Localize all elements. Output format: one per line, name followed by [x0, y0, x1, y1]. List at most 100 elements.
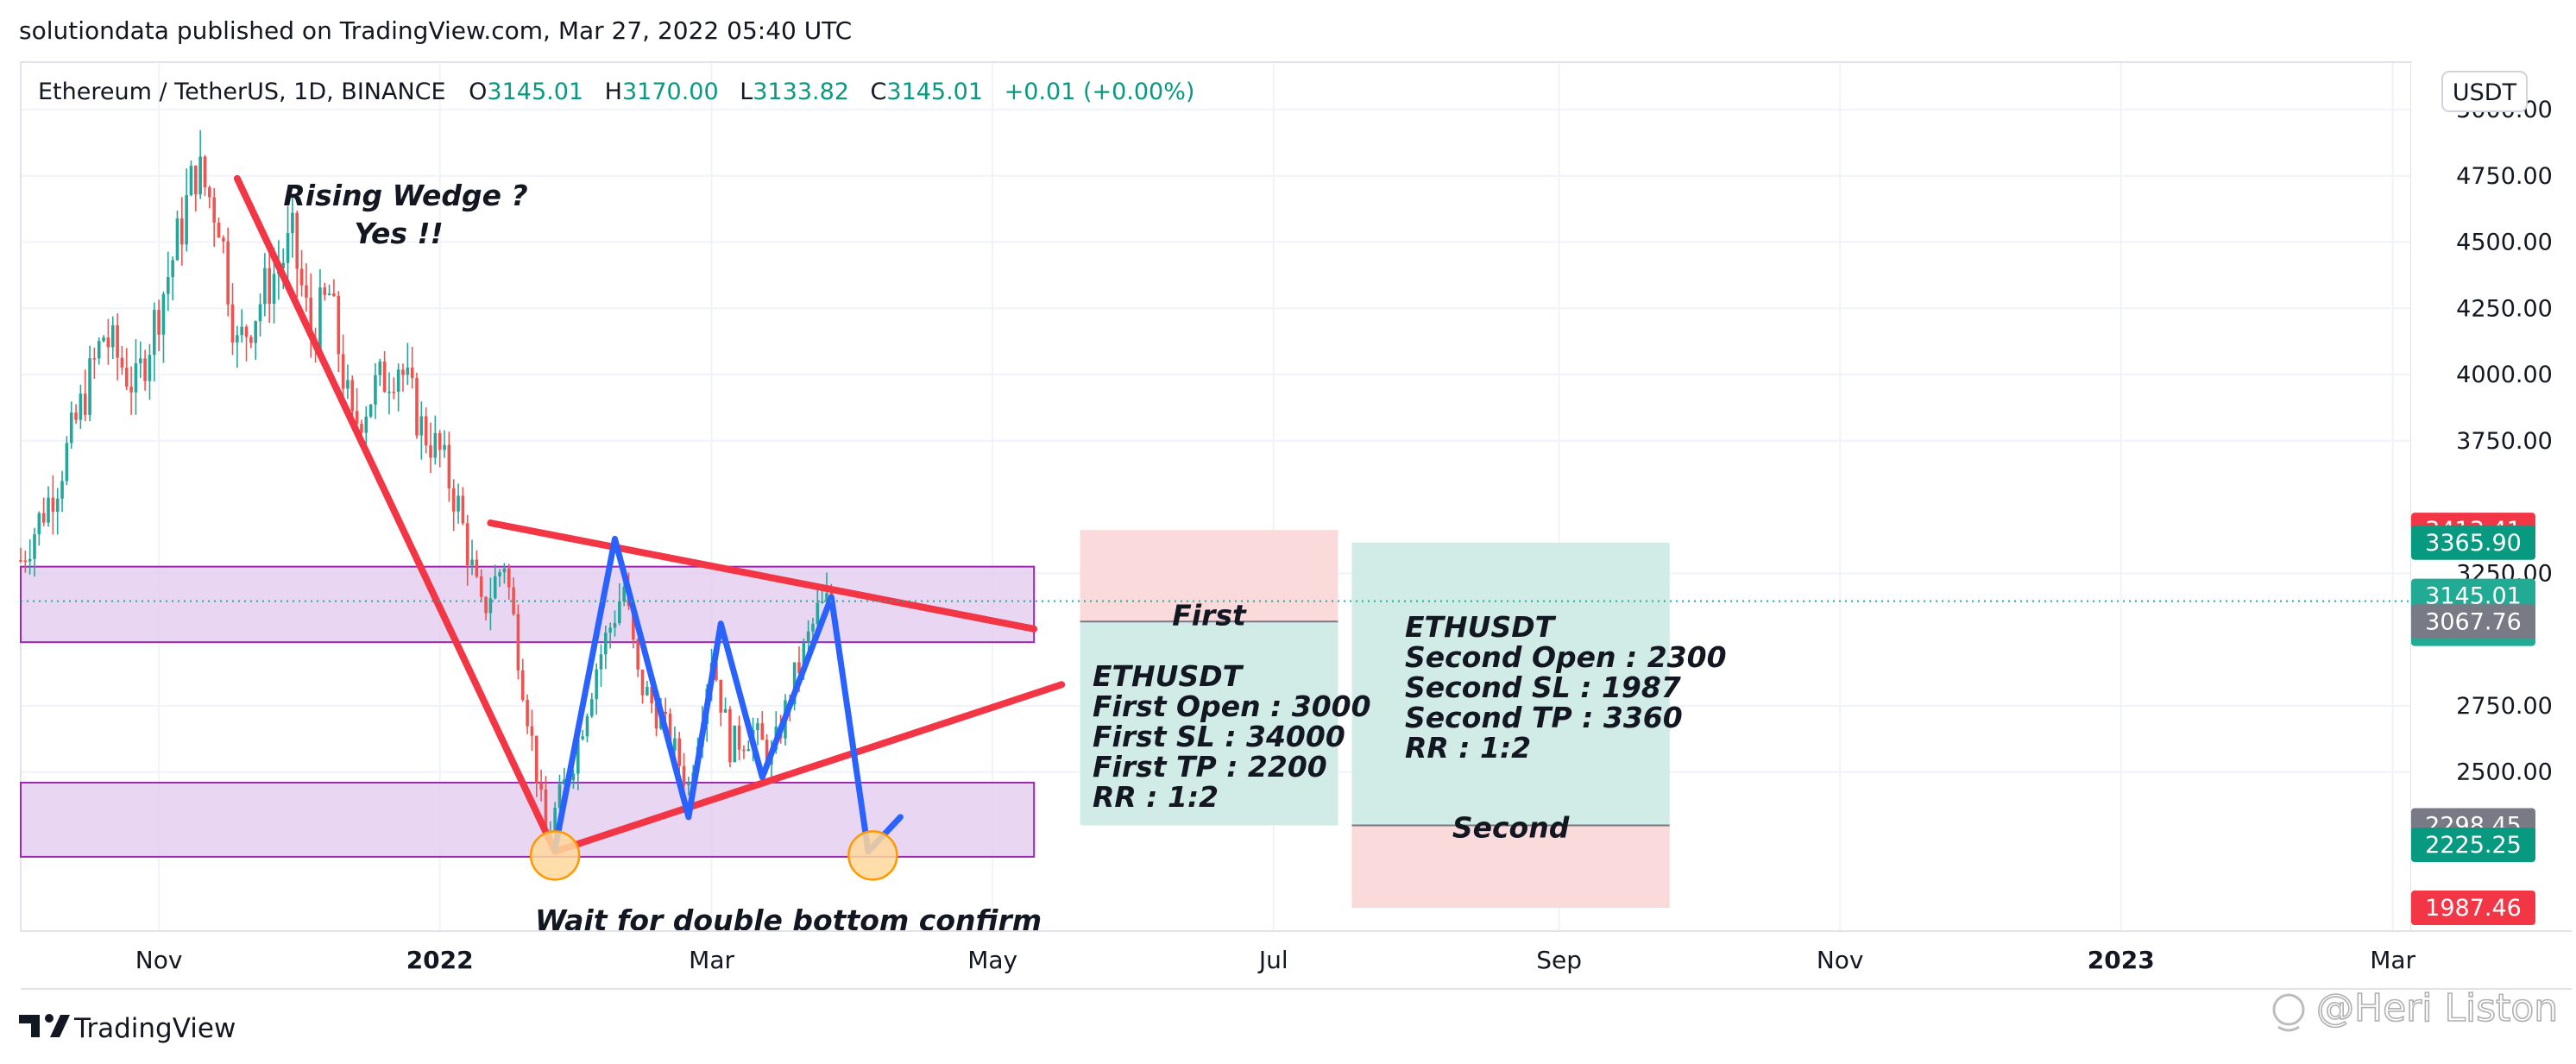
candle-body[interactable]	[526, 700, 529, 727]
candle-body[interactable]	[733, 725, 737, 763]
candle-body[interactable]	[258, 304, 262, 322]
candle-body[interactable]	[443, 444, 446, 450]
candle-body[interactable]	[470, 559, 474, 566]
candle-body[interactable]	[37, 513, 41, 535]
candle-body[interactable]	[608, 627, 612, 633]
candle-body[interactable]	[668, 713, 672, 751]
wedge-trendline[interactable]	[551, 681, 1066, 855]
candle-body[interactable]	[520, 670, 525, 701]
candle-body[interactable]	[636, 639, 639, 670]
candle-body[interactable]	[92, 358, 97, 360]
candle-body[interactable]	[116, 324, 119, 358]
candle-body[interactable]	[475, 559, 479, 577]
candle-body[interactable]	[106, 337, 110, 348]
position-stop-area[interactable]	[1080, 530, 1338, 622]
candle-body[interactable]	[194, 166, 198, 195]
candle-body[interactable]	[185, 195, 188, 245]
candle-body[interactable]	[129, 387, 133, 393]
candle-body[interactable]	[360, 424, 363, 433]
wedge-trendline[interactable]	[233, 174, 559, 855]
candle-body[interactable]	[484, 596, 488, 614]
candle-body[interactable]	[682, 765, 686, 785]
candle-body[interactable]	[479, 576, 483, 597]
candle-body[interactable]	[244, 326, 249, 337]
candle-body[interactable]	[816, 602, 820, 624]
candle-body[interactable]	[355, 411, 359, 425]
candle-body[interactable]	[346, 380, 350, 389]
candle-body[interactable]	[581, 736, 584, 740]
candle-body[interactable]	[88, 358, 91, 415]
candle-body[interactable]	[124, 368, 129, 387]
position-target-area[interactable]	[1351, 542, 1670, 826]
candle-body[interactable]	[55, 498, 60, 512]
zone-rect[interactable]	[20, 565, 1036, 644]
candle-body[interactable]	[622, 586, 626, 601]
candle-body[interactable]	[728, 708, 732, 763]
candle-body[interactable]	[534, 735, 539, 784]
candle-body[interactable]	[341, 354, 345, 389]
candle-body[interactable]	[327, 293, 331, 295]
candle-body[interactable]	[134, 362, 138, 393]
candle-body[interactable]	[368, 404, 373, 417]
candle-body[interactable]	[806, 631, 810, 643]
candle-body[interactable]	[332, 293, 336, 297]
currency-button[interactable]: USDT	[2441, 71, 2528, 112]
candle-body[interactable]	[166, 276, 170, 294]
candle-body[interactable]	[272, 274, 276, 304]
candle-body[interactable]	[236, 335, 239, 343]
candle-body[interactable]	[576, 739, 580, 774]
candle-body[interactable]	[792, 662, 797, 705]
candle-body[interactable]	[157, 310, 161, 335]
candle-body[interactable]	[19, 559, 22, 562]
candle-body[interactable]	[765, 740, 769, 765]
candle-body[interactable]	[756, 723, 759, 730]
candle-body[interactable]	[715, 663, 718, 680]
candle-body[interactable]	[138, 358, 142, 363]
candle-body[interactable]	[180, 218, 184, 245]
candle-body[interactable]	[28, 558, 32, 562]
candle-body[interactable]	[797, 662, 801, 674]
candle-body[interactable]	[69, 412, 73, 444]
candle-body[interactable]	[203, 156, 207, 188]
candle-body[interactable]	[595, 669, 598, 700]
candle-body[interactable]	[539, 783, 543, 790]
candle-body[interactable]	[79, 393, 83, 420]
candle-body[interactable]	[461, 495, 465, 524]
candle-body[interactable]	[585, 715, 589, 737]
candle-body[interactable]	[337, 296, 341, 355]
candle-body[interactable]	[406, 367, 410, 375]
candle-body[interactable]	[618, 601, 621, 624]
candle-body[interactable]	[305, 285, 308, 298]
candle-body[interactable]	[604, 633, 608, 655]
candle-body[interactable]	[396, 369, 400, 392]
candle-body[interactable]	[424, 416, 428, 446]
candle-body[interactable]	[263, 268, 267, 305]
candle-body[interactable]	[516, 614, 520, 671]
candle-body[interactable]	[723, 708, 727, 713]
candle-body[interactable]	[33, 534, 36, 559]
candle-body[interactable]	[447, 444, 451, 488]
candle-body[interactable]	[451, 488, 456, 512]
position-tools[interactable]	[1080, 530, 1670, 908]
candle-body[interactable]	[295, 212, 299, 269]
candle-body[interactable]	[249, 337, 253, 343]
candle-body[interactable]	[175, 218, 180, 261]
candle-body[interactable]	[299, 268, 304, 286]
candle-body[interactable]	[457, 495, 460, 512]
candle-body[interactable]	[23, 560, 28, 562]
candle-body[interactable]	[60, 481, 64, 499]
position-target-area[interactable]	[1080, 621, 1338, 826]
candle-body[interactable]	[465, 523, 469, 566]
candle-body[interactable]	[530, 726, 534, 736]
candle-body[interactable]	[240, 326, 243, 336]
candle-body[interactable]	[152, 310, 156, 356]
candle-body[interactable]	[374, 375, 377, 405]
candle-body[interactable]	[268, 268, 272, 304]
candle-body[interactable]	[742, 749, 746, 752]
candle-body[interactable]	[161, 293, 166, 335]
candle-body[interactable]	[737, 725, 741, 750]
candle-body[interactable]	[364, 416, 368, 433]
candle-body[interactable]	[544, 789, 548, 836]
candle-body[interactable]	[811, 623, 815, 632]
double-bottom-markers[interactable]	[529, 830, 898, 881]
